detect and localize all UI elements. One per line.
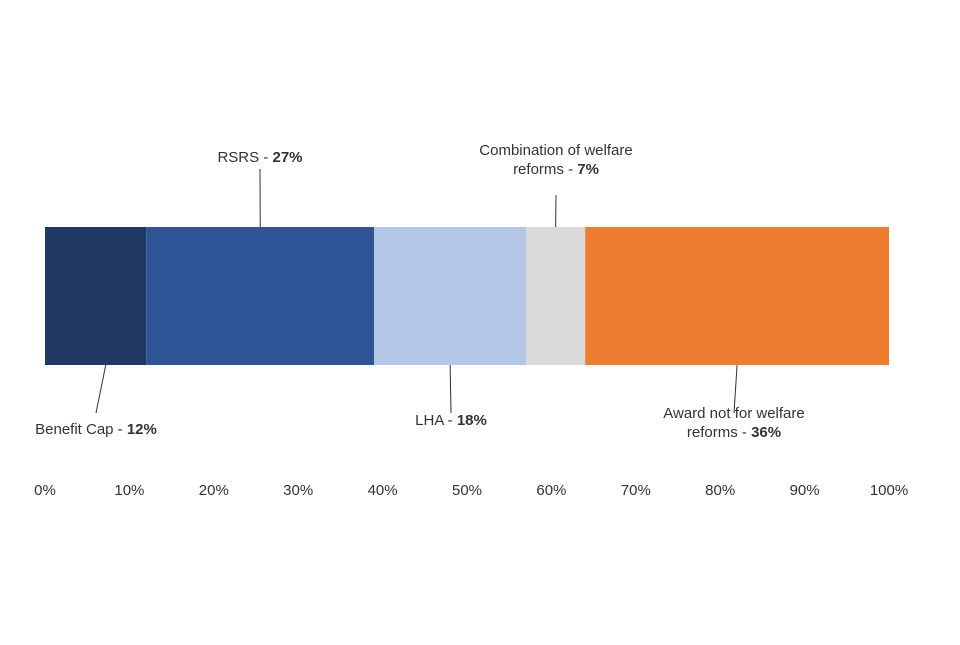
data-value-award-not-for-welfare-reforms: 36% [751,424,781,441]
x-tick-label: 0% [34,482,56,499]
x-tick-label: 30% [283,482,313,499]
x-tick-label: 60% [536,482,566,499]
x-tick-label: 100% [870,482,908,499]
x-tick-label: 40% [368,482,398,499]
data-label-rsrs: RSRS - 27% [217,149,302,166]
bar-segment-rsrs [146,227,374,365]
x-tick-label: 80% [705,482,735,499]
leader-line-benefit-cap [96,365,106,413]
bar-segment-award-not-for-welfare-reforms [585,227,889,365]
x-tick-label: 10% [114,482,144,499]
x-tick-label: 20% [199,482,229,499]
data-value-combination-of-welfare-reforms: 7% [577,161,599,178]
bar-segment-lha [374,227,526,365]
x-axis-tick-labels: 0% 10% 20% 30% 40% 50% 60% 70% 80% 90% 100% [34,482,908,499]
bar-segment-benefit-cap [45,227,146,365]
data-label-benefit-cap: Benefit Cap - 12% [35,421,157,438]
x-tick-label: 50% [452,482,482,499]
bar-segments [45,227,889,365]
x-tick-label: 70% [621,482,651,499]
data-value-rsrs: 27% [272,149,302,166]
leader-line-lha [450,365,451,413]
x-tick-label: 90% [790,482,820,499]
data-label-lha: LHA - 18% [415,412,487,429]
bar-segment-combination-of-welfare-reforms [526,227,585,365]
data-value-benefit-cap: 12% [127,421,157,438]
data-value-lha: 18% [457,412,487,429]
